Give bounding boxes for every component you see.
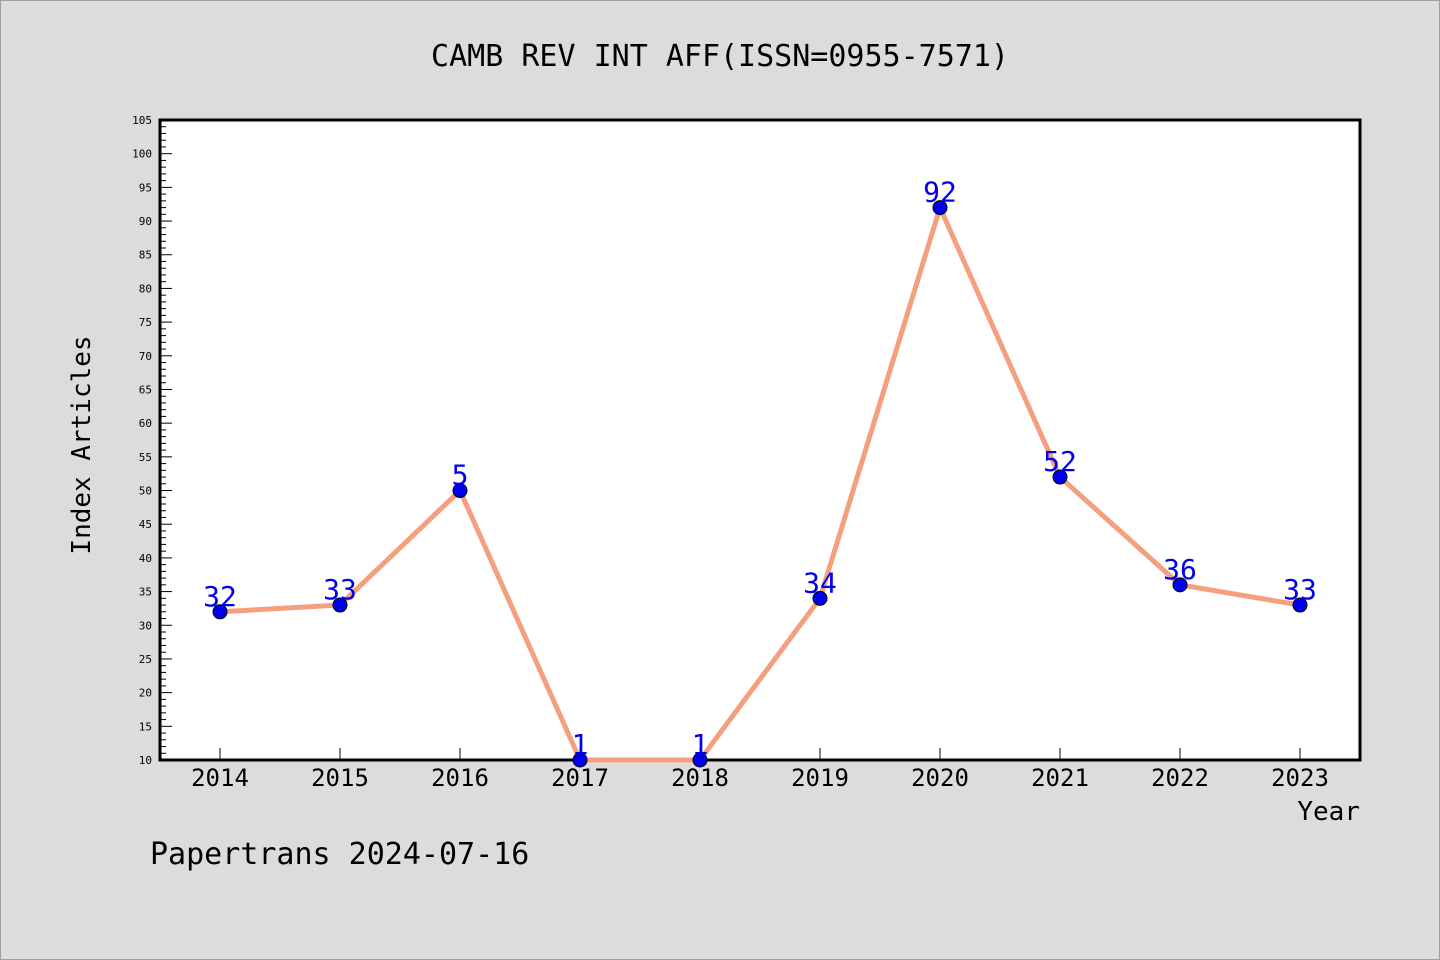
- data-point: [692, 752, 708, 768]
- y-tick-label: 100: [132, 148, 152, 161]
- footer-watermark: Papertrans 2024-07-16: [150, 837, 529, 872]
- y-tick-label: 30: [139, 619, 152, 632]
- x-tick-label: 2017: [551, 764, 609, 792]
- plot-area: [158, 118, 1362, 762]
- data-label: 52: [1043, 445, 1077, 478]
- data-label: 34: [803, 566, 837, 599]
- x-tick-label: 2019: [791, 764, 849, 792]
- data-point: [1172, 577, 1188, 593]
- y-tick-label: 45: [139, 518, 152, 531]
- data-point: [812, 590, 828, 606]
- y-tick-label: 90: [139, 215, 152, 228]
- y-tick-label: 35: [139, 586, 152, 599]
- y-tick-label: 95: [139, 181, 152, 194]
- y-tick-label: 10: [139, 754, 152, 767]
- x-tick-label: 2015: [311, 764, 369, 792]
- y-tick-label: 80: [139, 282, 152, 295]
- data-point: [452, 483, 468, 499]
- data-label: 32: [203, 580, 237, 613]
- y-tick-label: 25: [139, 653, 152, 666]
- x-axis-label: Year: [1297, 797, 1360, 827]
- data-point: [212, 604, 228, 620]
- series-line: [217, 205, 1303, 763]
- y-axis: 10 15 20 25 30 35 40 45 50 55 60 65 70 75 80 85 90 95 100 1…: [132, 114, 172, 767]
- data-label: 33: [323, 573, 357, 606]
- y-tick-label: 85: [139, 249, 152, 262]
- y-tick-label: 75: [139, 316, 152, 329]
- y-tick-label: 50: [139, 485, 152, 498]
- y-tick-label: 40: [139, 552, 152, 565]
- y-tick-label: 70: [139, 350, 152, 363]
- y-axis-label: Index Articles: [67, 335, 97, 554]
- x-tick-label: 2022: [1151, 764, 1209, 792]
- data-label: 92: [923, 176, 957, 209]
- data-point: [1292, 597, 1308, 613]
- y-tick-label: 65: [139, 383, 152, 396]
- y-tick-label: 15: [139, 720, 152, 733]
- data-point: [1052, 469, 1068, 485]
- x-tick-label: 2020: [911, 764, 969, 792]
- data-label: 1: [692, 728, 709, 761]
- data-point: [572, 752, 588, 768]
- data-point: [332, 597, 348, 613]
- y-tick-label: 105: [132, 114, 152, 127]
- y-tick-label: 60: [139, 417, 152, 430]
- data-label: 33: [1283, 573, 1317, 606]
- x-axis: 2014 2015 2016 2017 2018 2019 2020 2021 2022 2023: [191, 748, 1329, 792]
- data-label: 1: [572, 728, 589, 761]
- x-tick-label: 2014: [191, 764, 249, 792]
- x-tick-label: 2021: [1031, 764, 1089, 792]
- data-labels-group: 32 33 5 1 1 34 92 52 36 33: [203, 176, 1317, 761]
- data-point: [932, 200, 948, 216]
- y-tick-label: 55: [139, 451, 152, 464]
- x-tick-label: 2016: [431, 764, 489, 792]
- y-tick-label: 20: [139, 687, 152, 700]
- data-label: 36: [1163, 553, 1197, 586]
- chart-title: CAMB REV INT AFF(ISSN=0955-7571): [431, 39, 1009, 74]
- x-tick-label: 2018: [671, 764, 729, 792]
- data-label: 5: [452, 459, 469, 492]
- series-line-group: [212, 200, 1308, 768]
- x-tick-label: 2023: [1271, 764, 1329, 792]
